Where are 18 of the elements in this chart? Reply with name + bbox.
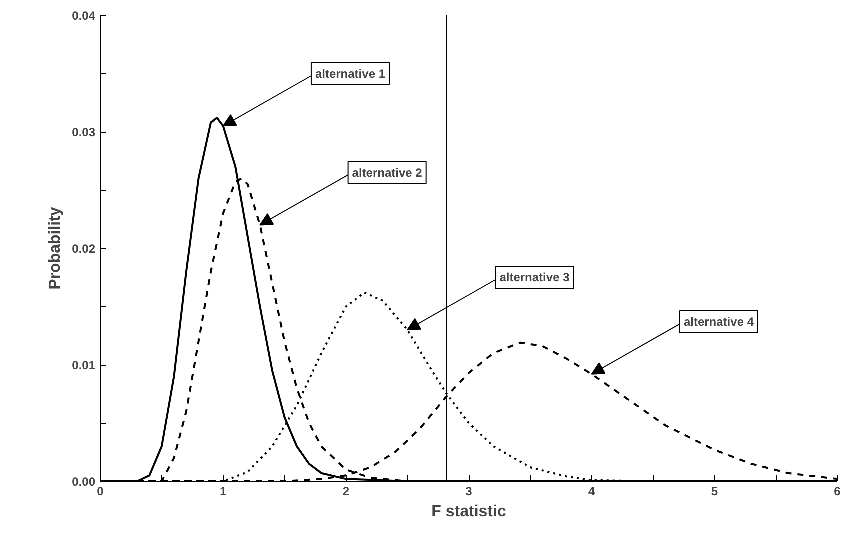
y-axis-title: Probability xyxy=(47,207,64,290)
x-axis-title: F statistic xyxy=(432,504,506,520)
x-tick-label: 0 xyxy=(97,484,104,498)
annotation: alternative 2 xyxy=(352,166,423,180)
annotation: alternative 1 xyxy=(315,66,386,81)
x-tick-label: 6 xyxy=(834,484,842,498)
y-tick-label: 0.04 xyxy=(72,9,96,23)
annotation: alternative 4 xyxy=(684,314,754,329)
x-tick-label: 2 xyxy=(342,484,350,498)
y-tick-label: 0.00 xyxy=(72,475,96,489)
x-tick-label: 3 xyxy=(466,484,473,498)
annotation: alternative 3 xyxy=(500,270,570,285)
x-tick-label: 1 xyxy=(220,484,227,498)
y-tick-label: 0.03 xyxy=(72,126,96,140)
x-tick-label: 4 xyxy=(588,484,596,498)
y-tick-label: 0.01 xyxy=(72,358,96,372)
y-tick-label: 0.02 xyxy=(72,242,96,256)
x-tick-label: 5 xyxy=(711,484,718,498)
